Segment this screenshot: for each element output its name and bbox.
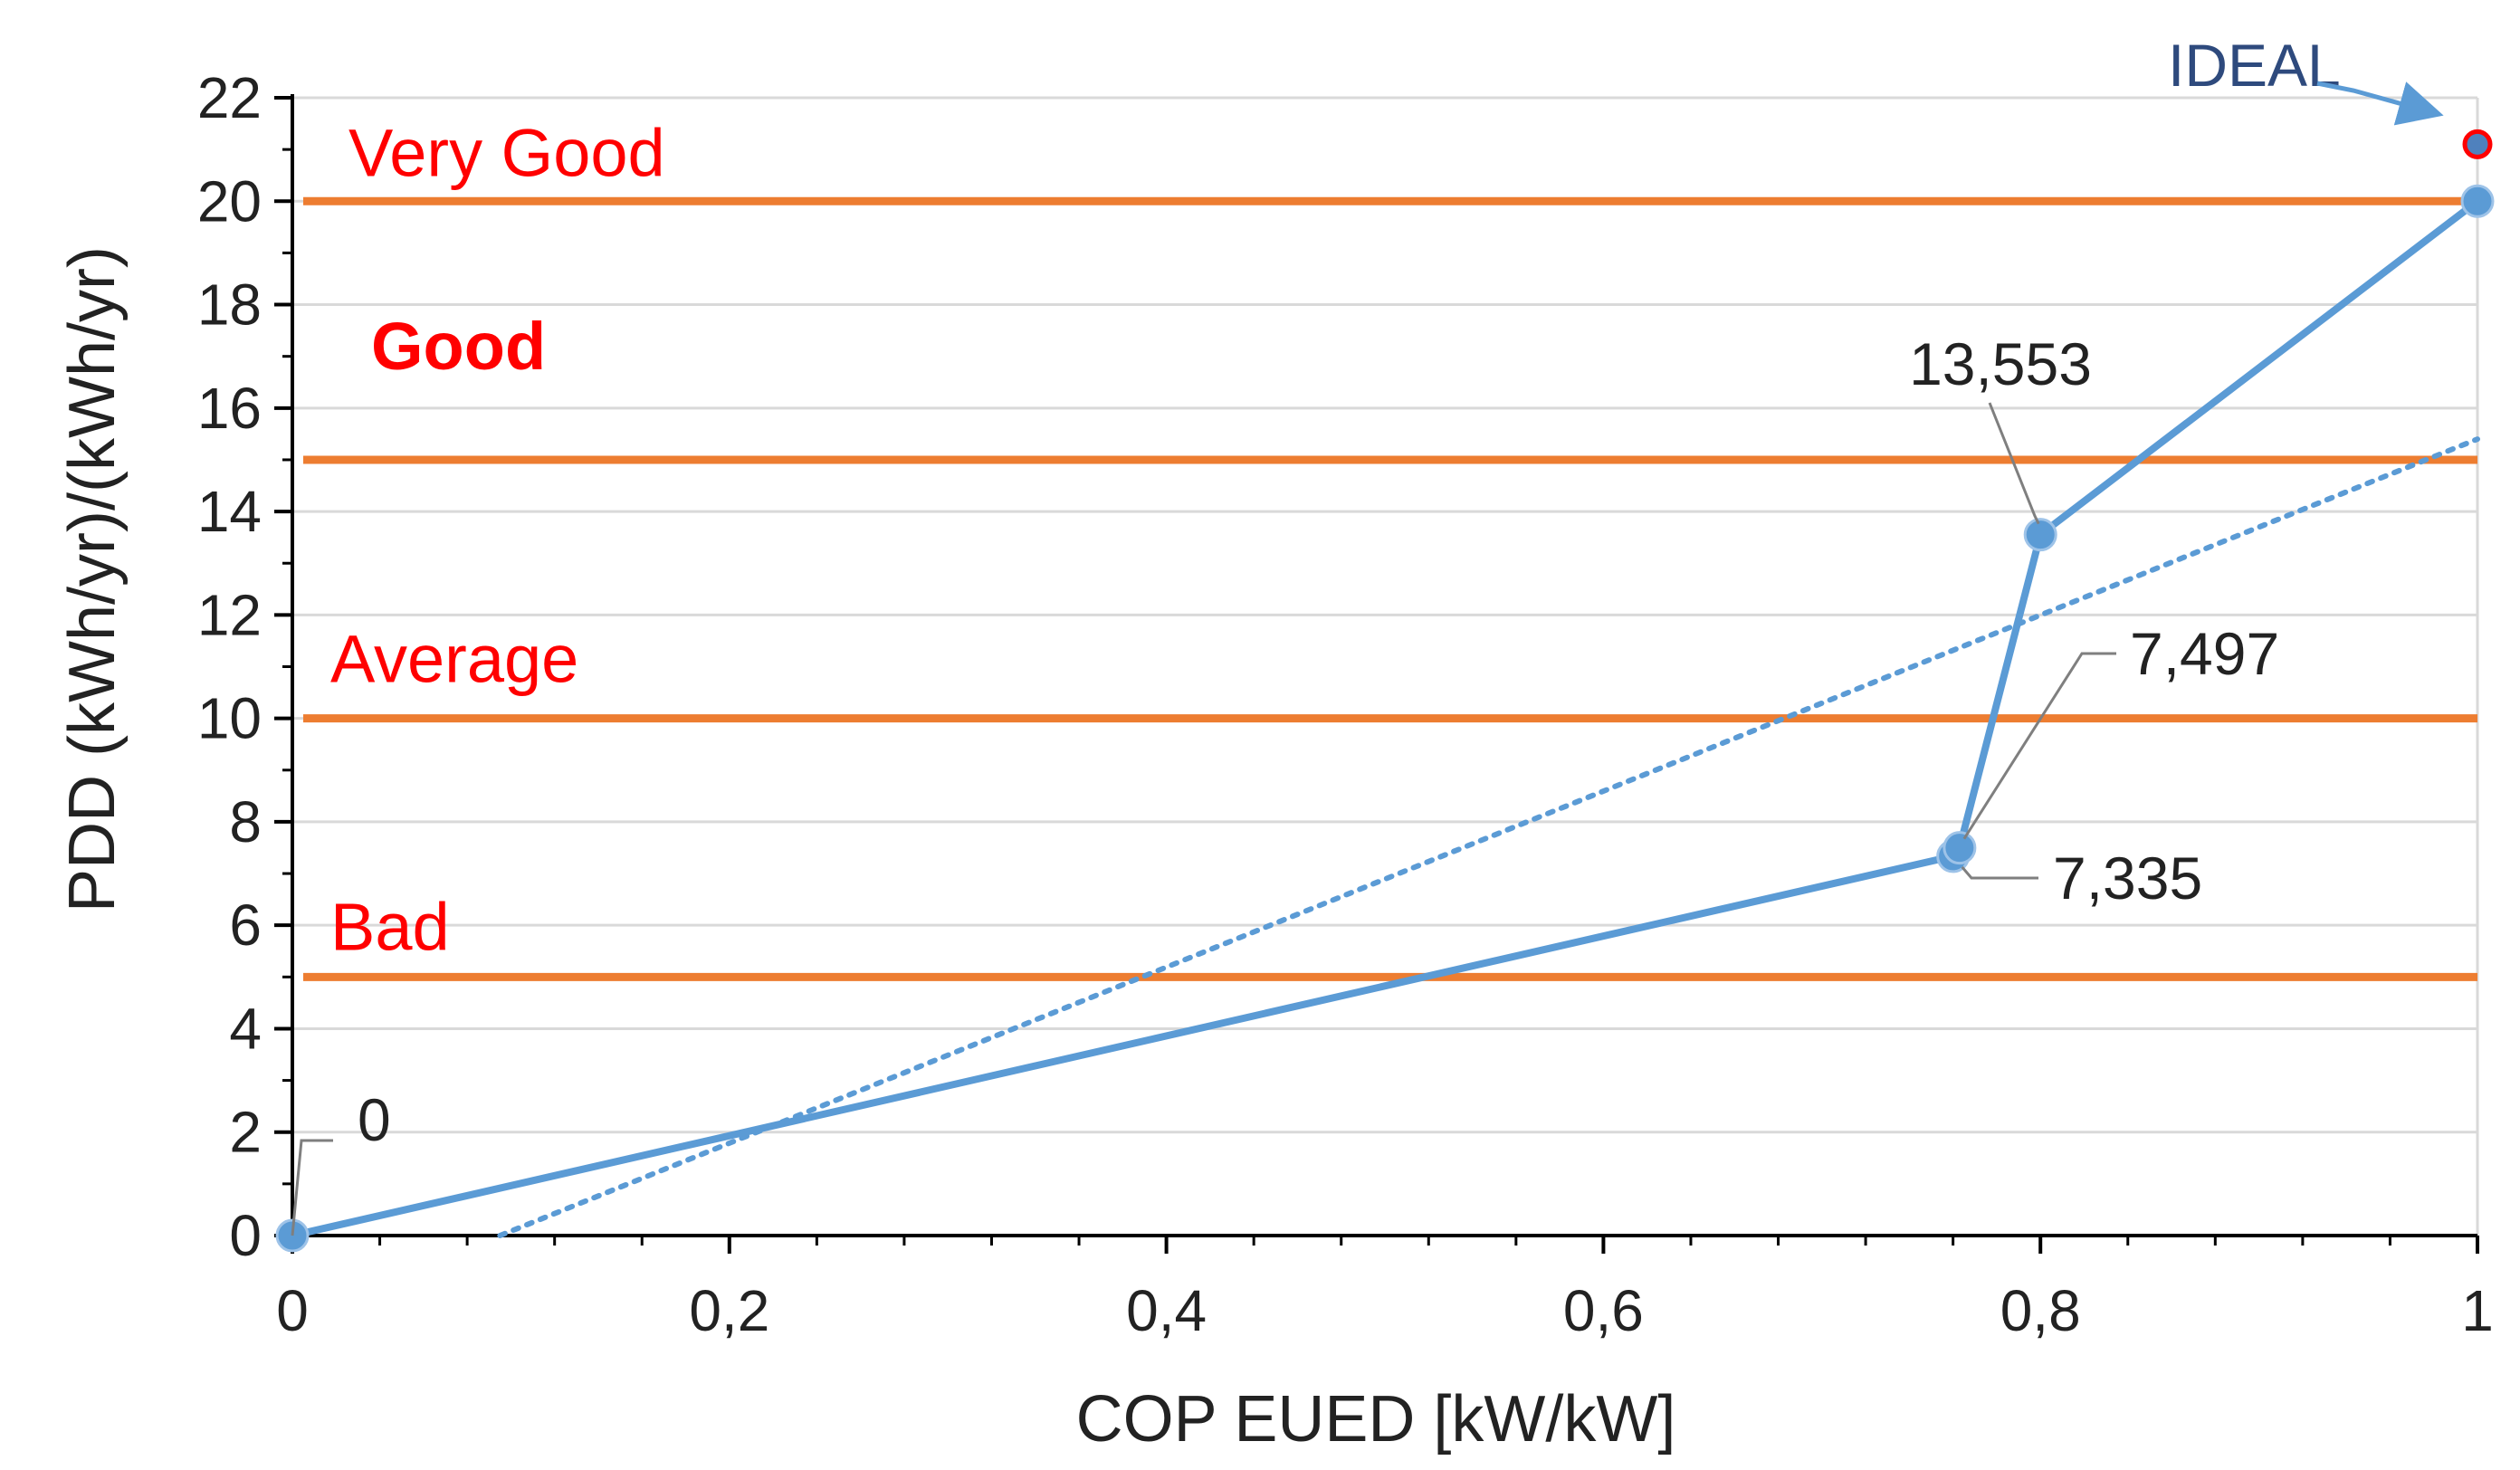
y-tick-label: 6 xyxy=(229,892,262,958)
data-labels: 0 7,335 7,497 13,553 xyxy=(291,330,2279,1236)
y-tick-label: 22 xyxy=(197,65,262,130)
y-axis-title: PDD (kWh/yr)/(kWh/yr) xyxy=(56,246,129,912)
y-tick-label: 12 xyxy=(197,582,262,647)
trendline xyxy=(497,436,2480,1238)
y-tick-label: 10 xyxy=(197,686,262,751)
data-label-leader xyxy=(291,1139,333,1236)
band-label-bad: Bad xyxy=(330,889,450,964)
axes: 0 2 4 6 8 10 12 14 16 18 20 22 0 0,2 0,4 0,6 0,8 1 xyxy=(197,65,2494,1343)
y-tick-label: 4 xyxy=(229,996,262,1061)
data-label-leader xyxy=(1961,865,2038,880)
rating-bands: Bad Average Good Very Good xyxy=(303,115,2477,981)
x-tick-label: 0,8 xyxy=(2000,1278,2081,1343)
band-label-good: Good xyxy=(371,309,546,384)
data-label: 7,335 xyxy=(2053,845,2202,912)
data-label: 0 xyxy=(358,1086,391,1153)
y-tick-label: 0 xyxy=(229,1203,262,1268)
data-point xyxy=(2460,184,2495,218)
ideal-annotation: IDEAL xyxy=(2168,32,2493,159)
y-tick-label: 2 xyxy=(229,1100,262,1165)
band-label-average: Average xyxy=(330,622,578,697)
y-tick-label: 18 xyxy=(197,272,262,338)
x-tick-label: 0,6 xyxy=(1563,1278,1644,1343)
data-label: 13,553 xyxy=(1909,330,2092,397)
y-tick-label: 8 xyxy=(229,789,262,854)
data-series xyxy=(275,184,2495,1253)
x-tick-label: 0 xyxy=(276,1278,309,1343)
ideal-point xyxy=(2462,129,2493,159)
y-tick-label: 20 xyxy=(197,168,262,234)
x-tick-label: 0,4 xyxy=(1126,1278,1207,1343)
data-label-leader xyxy=(1988,402,2040,525)
data-point xyxy=(2023,518,2057,552)
data-point xyxy=(1942,831,1977,865)
x-tick-label: 0,2 xyxy=(689,1278,769,1343)
y-tick-label: 16 xyxy=(197,376,262,441)
ideal-label: IDEAL xyxy=(2168,32,2341,99)
ideal-arrow xyxy=(2316,81,2444,126)
x-axis-title: COP EUED [kW/kW] xyxy=(1076,1383,1676,1456)
y-tick-label: 14 xyxy=(197,479,262,544)
x-tick-label: 1 xyxy=(2461,1278,2494,1343)
data-label-leader xyxy=(1962,652,2116,840)
trendline xyxy=(497,436,2480,1238)
data-label: 7,497 xyxy=(2130,620,2279,687)
band-label-very-good: Very Good xyxy=(348,115,665,190)
